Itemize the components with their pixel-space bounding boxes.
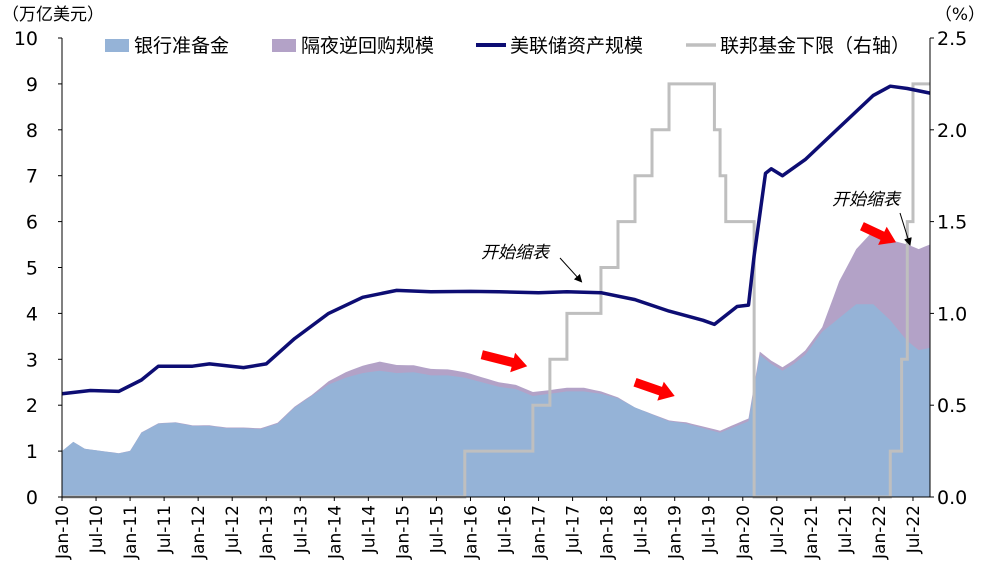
legend: 银行准备金 隔夜逆回购规模 美联储资产规模 联邦基金下限（右轴） [105, 35, 910, 57]
right-tick-label: 0.5 [937, 395, 967, 417]
annotation-text: 开始缩表 [832, 190, 902, 210]
x-tick-label: Jul-14 [359, 505, 379, 554]
right-axis-ticks: 0.0 0.5 1.0 1.5 2.0 2.5 [930, 28, 967, 509]
left-tick-label: 5 [26, 258, 38, 280]
left-tick-label: 7 [26, 166, 38, 188]
right-tick-label: 1.0 [937, 303, 967, 325]
right-tick-label: 2.0 [937, 120, 967, 142]
area-series [62, 230, 930, 498]
x-tick-label: Jan-21 [802, 505, 822, 560]
legend-label: 隔夜逆回购规模 [301, 35, 434, 57]
right-axis-unit: （%） [935, 5, 985, 25]
x-tick-label: Jan-16 [461, 505, 481, 560]
left-tick-label: 10 [14, 28, 38, 50]
x-tick-label: Jan-11 [121, 505, 141, 560]
x-tick-label: Jan-15 [393, 505, 413, 560]
left-tick-label: 9 [26, 74, 38, 96]
right-tick-label: 0.0 [937, 487, 967, 509]
left-axis-unit: （万亿美元） [2, 5, 104, 25]
x-tick-label: Jan-12 [189, 505, 209, 560]
legend-label: 联邦基金下限（右轴） [720, 35, 910, 57]
annotation-arrow [559, 257, 583, 283]
series-fed-balance-sheet-line [61, 84, 931, 396]
x-tick-label: Jul-12 [223, 505, 243, 554]
trend-arrow [860, 222, 896, 245]
x-tick-label: Jul-20 [768, 505, 788, 554]
left-tick-label: 3 [26, 349, 38, 371]
left-tick-label: 4 [26, 303, 38, 325]
right-tick-label: 1.5 [937, 212, 967, 234]
trend-arrow [633, 378, 675, 401]
x-tick-label: Jan-18 [598, 505, 618, 560]
x-tick-label: Jan-10 [53, 505, 73, 560]
left-tick-label: 2 [26, 395, 38, 417]
left-tick-label: 6 [26, 212, 38, 234]
x-tick-label: Jul-19 [700, 505, 720, 554]
x-tick-label: Jan-19 [666, 505, 686, 560]
x-tick-label: Jul-16 [496, 505, 516, 554]
legend-label: 美联储资产规模 [510, 35, 643, 57]
x-tick-label: Jan-17 [530, 505, 550, 560]
legend-swatch [272, 39, 296, 52]
annotation-text: 开始缩表 [481, 243, 551, 263]
x-tick-label: Jul-22 [904, 505, 924, 554]
annotation-arrow [899, 212, 912, 246]
x-tick-label: Jul-11 [155, 505, 175, 554]
x-tick-label: Jul-13 [291, 505, 311, 554]
left-tick-label: 0 [26, 487, 38, 509]
x-tick-label: Jul-17 [564, 505, 584, 554]
right-tick-label: 2.5 [937, 28, 967, 50]
x-tick-label: Jan-20 [734, 505, 754, 560]
x-tick-label: Jan-14 [325, 505, 345, 560]
x-tick-label: Jul-18 [632, 505, 652, 554]
left-tick-label: 1 [26, 441, 38, 463]
left-tick-label: 8 [26, 120, 38, 142]
x-tick-label: Jul-15 [427, 505, 447, 554]
left-axis-ticks: 0 1 2 3 4 5 6 7 8 9 10 [14, 28, 62, 509]
trend-arrow [480, 350, 528, 373]
legend-swatch [105, 39, 129, 52]
series-bank-reserves-area [62, 304, 930, 497]
x-tick-label: Jul-10 [87, 505, 107, 554]
series-fed-funds-floor-line [62, 82, 930, 499]
x-tick-label: Jan-13 [257, 505, 277, 560]
line-series [61, 82, 931, 499]
x-tick-label: Jan-22 [870, 505, 890, 560]
x-axis-ticks: Jan-10 Jul-10 Jan-11 Jul-11 Jan-12 Jul-12 Jan-… [53, 497, 924, 560]
legend-label: 银行准备金 [134, 35, 229, 57]
x-tick-label: Jul-21 [836, 505, 856, 554]
